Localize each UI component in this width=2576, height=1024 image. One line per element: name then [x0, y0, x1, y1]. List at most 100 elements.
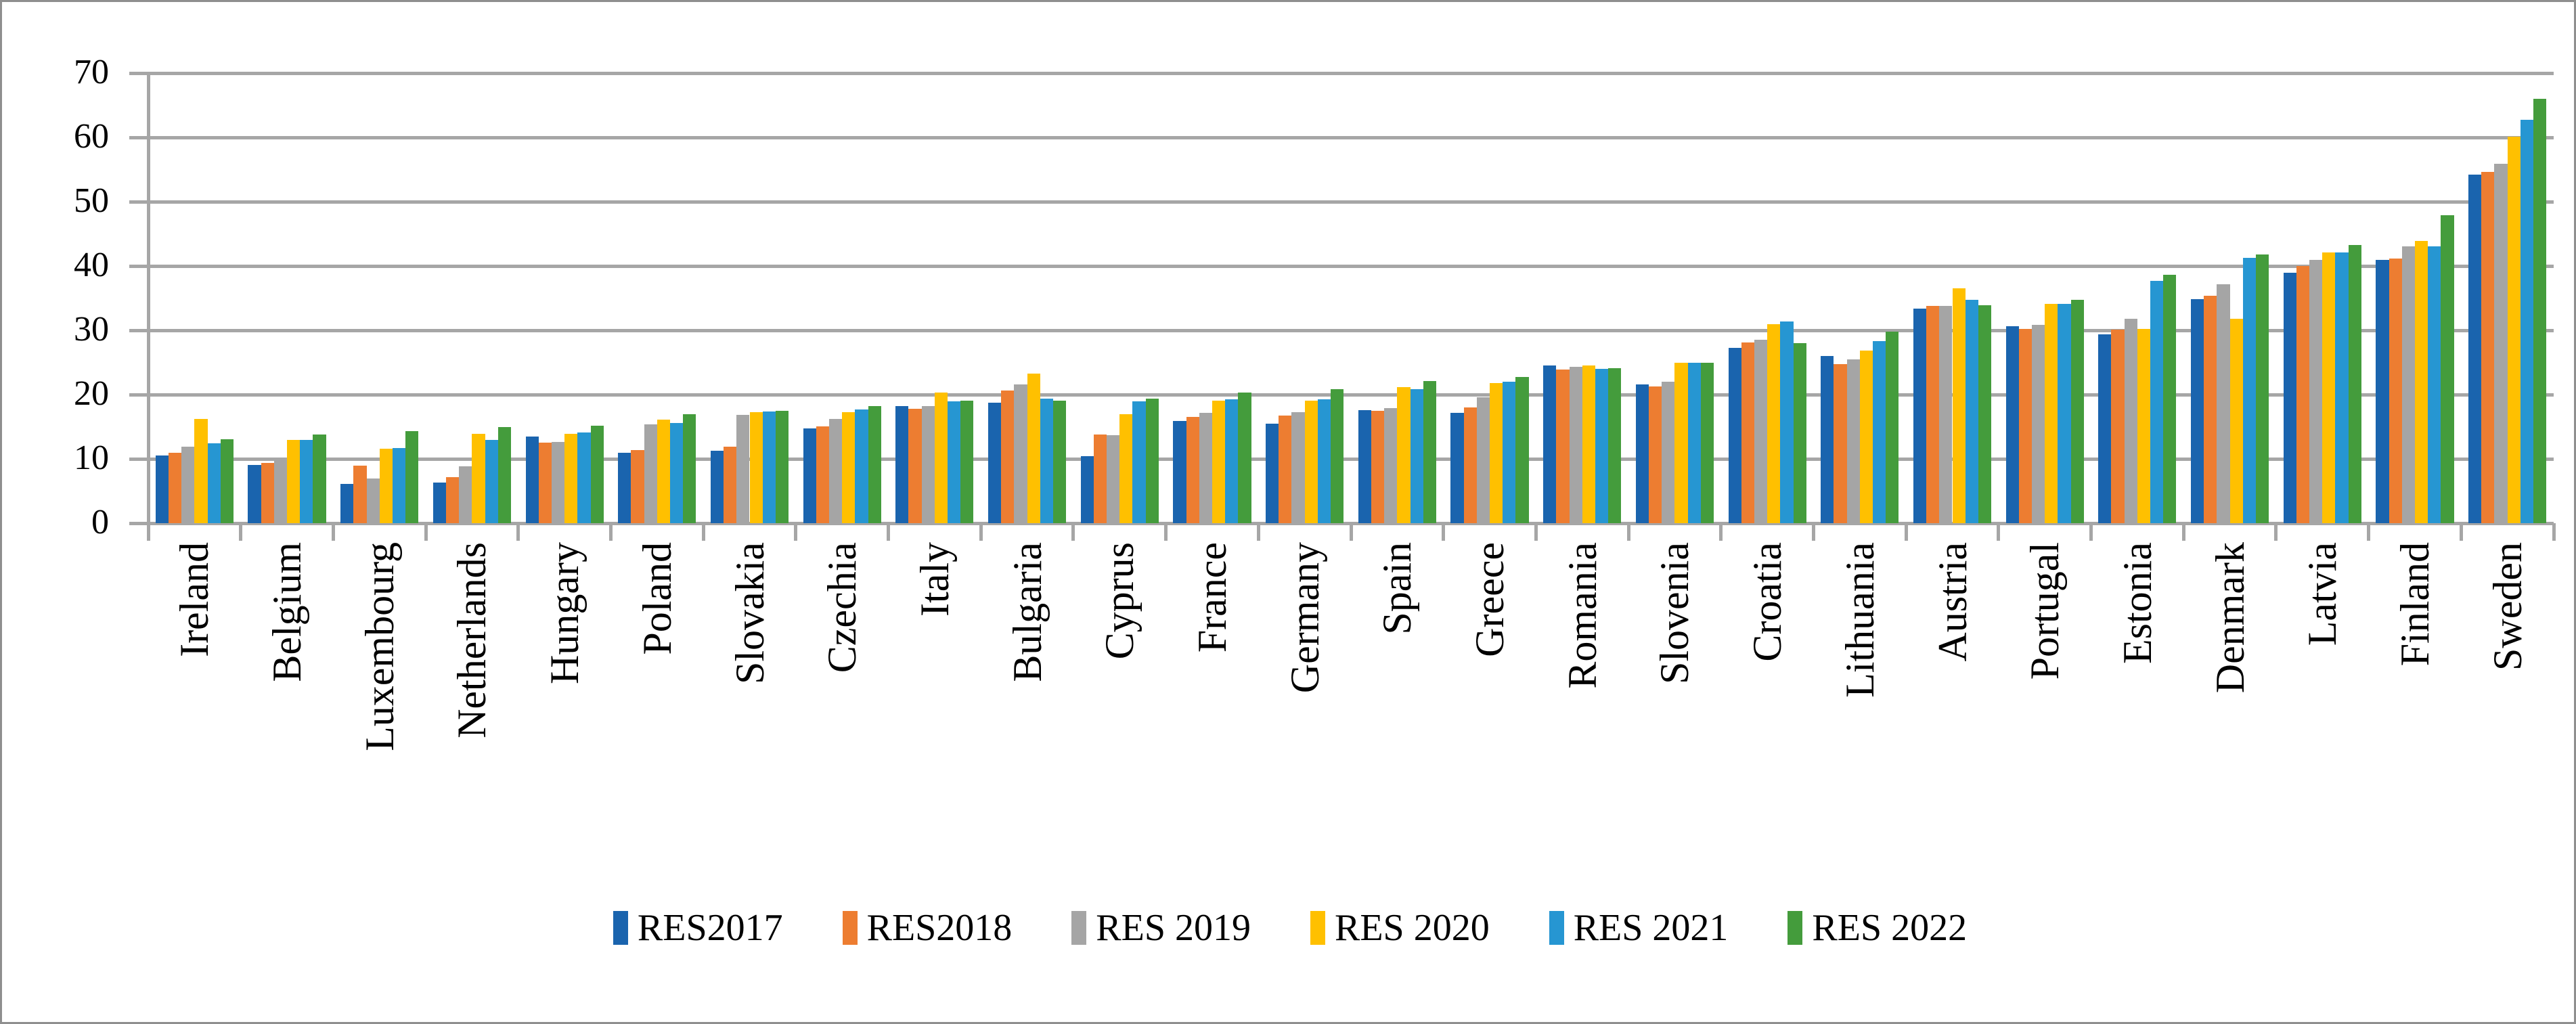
bar-denmark-res2018: [2204, 295, 2217, 523]
bar-hungary-res2018: [538, 443, 552, 523]
bar-ireland-res2021: [207, 443, 221, 523]
gridline: [148, 200, 2554, 204]
bar-france-res2019: [1199, 412, 1212, 523]
bar-austria-res2017: [1913, 308, 1927, 523]
bar-france-res2020: [1212, 400, 1226, 523]
legend-label: RES2017: [637, 907, 783, 949]
bar-romania-res2018: [1556, 369, 1570, 523]
bar-greece-res2018: [1463, 407, 1477, 523]
bar-czechia-res2019: [828, 419, 843, 523]
y-tick: [129, 200, 148, 204]
bar-slovenia-res2019: [1662, 382, 1675, 523]
x-boundary-tick: [794, 523, 798, 541]
bar-cyprus-res2020: [1119, 414, 1133, 523]
bar-czechia-res2021: [855, 409, 868, 523]
bar-latvia-res2017: [2283, 272, 2296, 523]
bar-france-res2018: [1186, 417, 1199, 523]
bar-netherlands-res2017: [432, 483, 446, 523]
bar-netherlands-res2018: [446, 476, 460, 523]
y-tick-label: 20: [74, 374, 109, 413]
y-tick-label: 50: [74, 181, 109, 220]
bar-poland-res2018: [631, 449, 644, 523]
bar-belgium-res2021: [300, 439, 313, 523]
bar-finland-res2019: [2401, 246, 2415, 523]
bar-finland-res2021: [2428, 246, 2441, 523]
x-category-label-belgium: Belgium: [265, 542, 310, 682]
bar-finland-res2017: [2376, 259, 2389, 523]
bar-denmark-res2017: [2190, 299, 2204, 523]
bar-italy-res2018: [908, 408, 922, 523]
x-boundary-tick: [2089, 523, 2093, 541]
legend-item-res2021: RES 2021: [1549, 906, 1728, 950]
bar-luxembourg-res2017: [340, 484, 354, 523]
bar-spain-res2017: [1358, 409, 1371, 523]
x-boundary-tick: [146, 523, 150, 541]
bar-poland-res2021: [670, 422, 684, 523]
y-tick: [129, 264, 148, 268]
bar-sweden-res2021: [2520, 120, 2534, 523]
y-tick-label: 10: [74, 439, 109, 477]
x-boundary-tick: [1442, 523, 1446, 541]
bar-estonia-res2017: [2098, 334, 2112, 523]
y-tick: [129, 135, 148, 139]
bar-slovenia-res2017: [1635, 384, 1649, 523]
gridline: [148, 135, 2554, 139]
x-category-label-austria: Austria: [1930, 542, 1975, 662]
bar-latvia-res2021: [2335, 252, 2349, 523]
x-boundary-tick: [2181, 523, 2185, 541]
legend-label: RES 2019: [1096, 907, 1251, 949]
y-tick: [129, 521, 148, 525]
x-boundary-tick: [516, 523, 520, 541]
bar-italy-res2017: [895, 406, 909, 523]
bar-lithuania-res2019: [1846, 359, 1860, 523]
x-boundary-tick: [979, 523, 983, 541]
legend-swatch-icon: [842, 911, 858, 945]
bar-slovakia-res2017: [710, 450, 724, 523]
legend-swatch-icon: [1310, 911, 1325, 945]
legend-swatch-icon: [613, 911, 628, 945]
x-boundary-tick: [2367, 523, 2371, 541]
x-category-label-slovenia: Slovenia: [1652, 542, 1697, 684]
bar-bulgaria-res2020: [1027, 373, 1040, 523]
bar-slovakia-res2019: [736, 415, 750, 523]
bar-ireland-res2019: [181, 446, 195, 523]
x-boundary-tick: [1534, 523, 1538, 541]
x-category-label-lithuania: Lithuania: [1837, 542, 1882, 698]
bar-italy-res2019: [921, 406, 935, 523]
bar-germany-res2018: [1279, 416, 1292, 523]
legend-label: RES2018: [866, 907, 1013, 949]
bar-finland-res2022: [2441, 215, 2454, 523]
bar-latvia-res2018: [2296, 266, 2310, 523]
bar-czechia-res2020: [842, 411, 856, 523]
bar-slovenia-res2020: [1674, 362, 1688, 523]
bar-cyprus-res2019: [1107, 435, 1120, 523]
bar-croatia-res2021: [1780, 321, 1794, 523]
bar-france-res2022: [1238, 393, 1251, 523]
x-category-label-poland: Poland: [634, 542, 680, 655]
bar-lithuania-res2018: [1834, 364, 1847, 523]
x-category-label-romania: Romania: [1559, 542, 1605, 689]
bar-slovenia-res2021: [1687, 362, 1701, 523]
bar-denmark-res2020: [2229, 318, 2243, 523]
x-boundary-tick: [1626, 523, 1630, 541]
bar-latvia-res2022: [2348, 244, 2361, 523]
bar-estonia-res2019: [2124, 318, 2137, 523]
bar-germany-res2021: [1317, 399, 1331, 523]
legend-item-res2017: RES2017: [613, 906, 783, 950]
bar-portugal-res2021: [2058, 304, 2071, 523]
x-boundary-tick: [1904, 523, 1908, 541]
bar-greece-res2020: [1490, 382, 1503, 523]
bar-poland-res2017: [618, 452, 631, 523]
bar-cyprus-res2022: [1145, 398, 1159, 523]
bar-bulgaria-res2021: [1040, 398, 1053, 523]
x-category-label-portugal: Portugal: [2022, 542, 2068, 680]
bar-slovenia-res2022: [1700, 362, 1714, 523]
bar-bulgaria-res2019: [1014, 384, 1027, 523]
gridline: [148, 71, 2554, 75]
x-category-label-germany: Germany: [1282, 542, 1327, 694]
bar-sweden-res2019: [2494, 163, 2508, 523]
y-tick-label: 30: [74, 310, 109, 349]
bar-finland-res2018: [2389, 258, 2402, 523]
bar-sweden-res2020: [2507, 137, 2521, 523]
